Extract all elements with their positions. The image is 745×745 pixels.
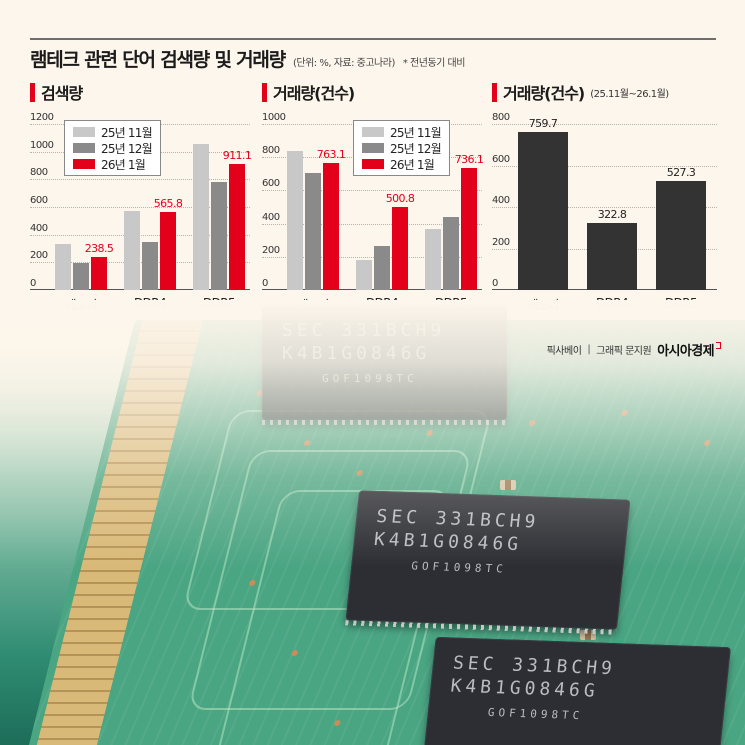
- y-tick: 600: [262, 178, 280, 190]
- legend-swatch: [73, 127, 95, 137]
- comparison-note: * 전년동기 대비: [402, 58, 466, 69]
- title-marker: [492, 82, 497, 102]
- bar-memory-nov: [287, 151, 303, 290]
- chart-title: 거래량(건수): [262, 80, 355, 104]
- title-marker: [262, 82, 267, 102]
- legend: 25년 11월 25년 12월 26년 1월: [353, 120, 450, 176]
- value-label: 565.8: [153, 197, 183, 210]
- ram-module-photo: SEC 331BCH9 K4B1G0846G GOF1098TC SEC 331…: [0, 300, 745, 745]
- bar-ddr4-jan: [160, 212, 176, 290]
- legend-item: 26년 1월: [362, 156, 441, 172]
- y-tick: 200: [30, 250, 48, 262]
- y-tick: 0: [30, 278, 36, 289]
- y-tick: 200: [492, 236, 510, 248]
- bar-ddr5-dec: [443, 217, 459, 290]
- y-tick: 400: [492, 195, 510, 206]
- x-axis: [262, 289, 482, 290]
- y-tick: 0: [262, 278, 268, 289]
- legend-swatch: [73, 143, 95, 153]
- y-tick: 0: [492, 278, 498, 289]
- value-label: 736.1: [454, 153, 484, 166]
- bar-memory-nov: [55, 244, 71, 290]
- title-marker: [30, 82, 35, 102]
- bar-memory-dec: [73, 263, 89, 290]
- bar-ddr5-nov: [193, 144, 209, 290]
- bar-memory-jan: [323, 163, 339, 290]
- bar-ddr5-jan: [461, 168, 477, 290]
- legend-item: 25년 11월: [73, 124, 153, 140]
- unit-note: (단위: %, 자료: 중고나라): [293, 58, 395, 69]
- brand-logo-text: 아시아경제: [657, 344, 714, 359]
- title-text: 램테크 관련 단어 검색량 및 거래량: [30, 49, 286, 71]
- legend-swatch: [362, 127, 384, 137]
- bar-ddr4-jan: [392, 207, 408, 290]
- legend-swatch: [362, 143, 384, 153]
- plot-area: 1200 1000 800 600 400 200 0 238.5 565.8 …: [30, 112, 252, 312]
- value-label: 527.3: [666, 166, 696, 179]
- trade-volume-chart: 거래량(건수) 1000 800 600 400 200 0 763.1 500…: [262, 80, 487, 312]
- bar-memory: [518, 132, 568, 290]
- chart-title: 거래량(건수) (25.11월~26.1월): [492, 80, 669, 104]
- y-tick: 600: [30, 195, 48, 206]
- legend-swatch: [73, 159, 95, 169]
- y-tick: 1000: [262, 112, 286, 123]
- search-volume-chart: 검색량 1200 1000 800 600 400 200 0 238.5: [30, 80, 255, 312]
- graphic-credit: 그래픽 문지원: [596, 346, 652, 357]
- legend-swatch: [362, 159, 384, 169]
- credit-separator: |: [587, 344, 591, 355]
- y-tick: 1000: [30, 139, 54, 151]
- bar-ddr4-nov: [356, 260, 372, 290]
- plot-area: 800 600 400 200 0 759.7 322.8 527.3 메모리 …: [492, 112, 717, 312]
- header-rule: [30, 38, 716, 40]
- page-title: 램테크 관련 단어 검색량 및 거래량 (단위: %, 자료: 중고나라) * …: [30, 45, 465, 72]
- legend: 25년 11월 25년 12월 26년 1월: [64, 120, 161, 176]
- bar-memory-dec: [305, 173, 321, 290]
- value-label: 763.1: [316, 148, 346, 161]
- legend-item: 25년 11월: [362, 124, 442, 140]
- bar-ddr5-jan: [229, 164, 245, 290]
- value-label: 238.5: [84, 242, 114, 255]
- bar-memory-jan: [91, 257, 107, 290]
- y-tick: 600: [492, 153, 510, 165]
- legend-item: 26년 1월: [73, 156, 152, 172]
- bar-ddr5-nov: [425, 229, 441, 290]
- y-tick: 800: [492, 112, 510, 123]
- value-label: 759.7: [528, 117, 558, 130]
- x-axis: [30, 289, 250, 290]
- chart-title: 검색량: [30, 80, 83, 104]
- plot-area: 1000 800 600 400 200 0 763.1 500.8 736.1…: [262, 112, 484, 312]
- value-label: 322.8: [597, 208, 627, 221]
- brand-mark-icon: [716, 342, 721, 349]
- bar-ddr4: [587, 223, 637, 290]
- trade-volume-period-chart: 거래량(건수) (25.11월~26.1월) 800 600 400 200 0…: [492, 80, 722, 312]
- y-tick: 400: [262, 211, 280, 223]
- bar-ddr4-dec: [374, 246, 390, 290]
- bar-ddr4-dec: [142, 242, 158, 290]
- y-tick: 800: [30, 167, 48, 179]
- y-tick: 200: [262, 244, 280, 256]
- bar-ddr5-dec: [211, 182, 227, 290]
- y-tick: 400: [30, 222, 48, 234]
- y-tick: 1200: [30, 112, 54, 123]
- y-tick: 800: [262, 145, 280, 157]
- bar-ddr5: [656, 181, 706, 290]
- legend-item: 25년 12월: [362, 140, 442, 156]
- value-label: 500.8: [385, 192, 415, 205]
- photo-fade-overlay: [0, 300, 745, 745]
- photo-credit: 픽사베이: [546, 346, 582, 357]
- bar-ddr4-nov: [124, 211, 140, 290]
- legend-item: 25년 12월: [73, 140, 153, 156]
- credit-line: 픽사베이 | 그래픽 문지원 아시아경제: [547, 340, 721, 359]
- value-label: 911.1: [222, 149, 252, 162]
